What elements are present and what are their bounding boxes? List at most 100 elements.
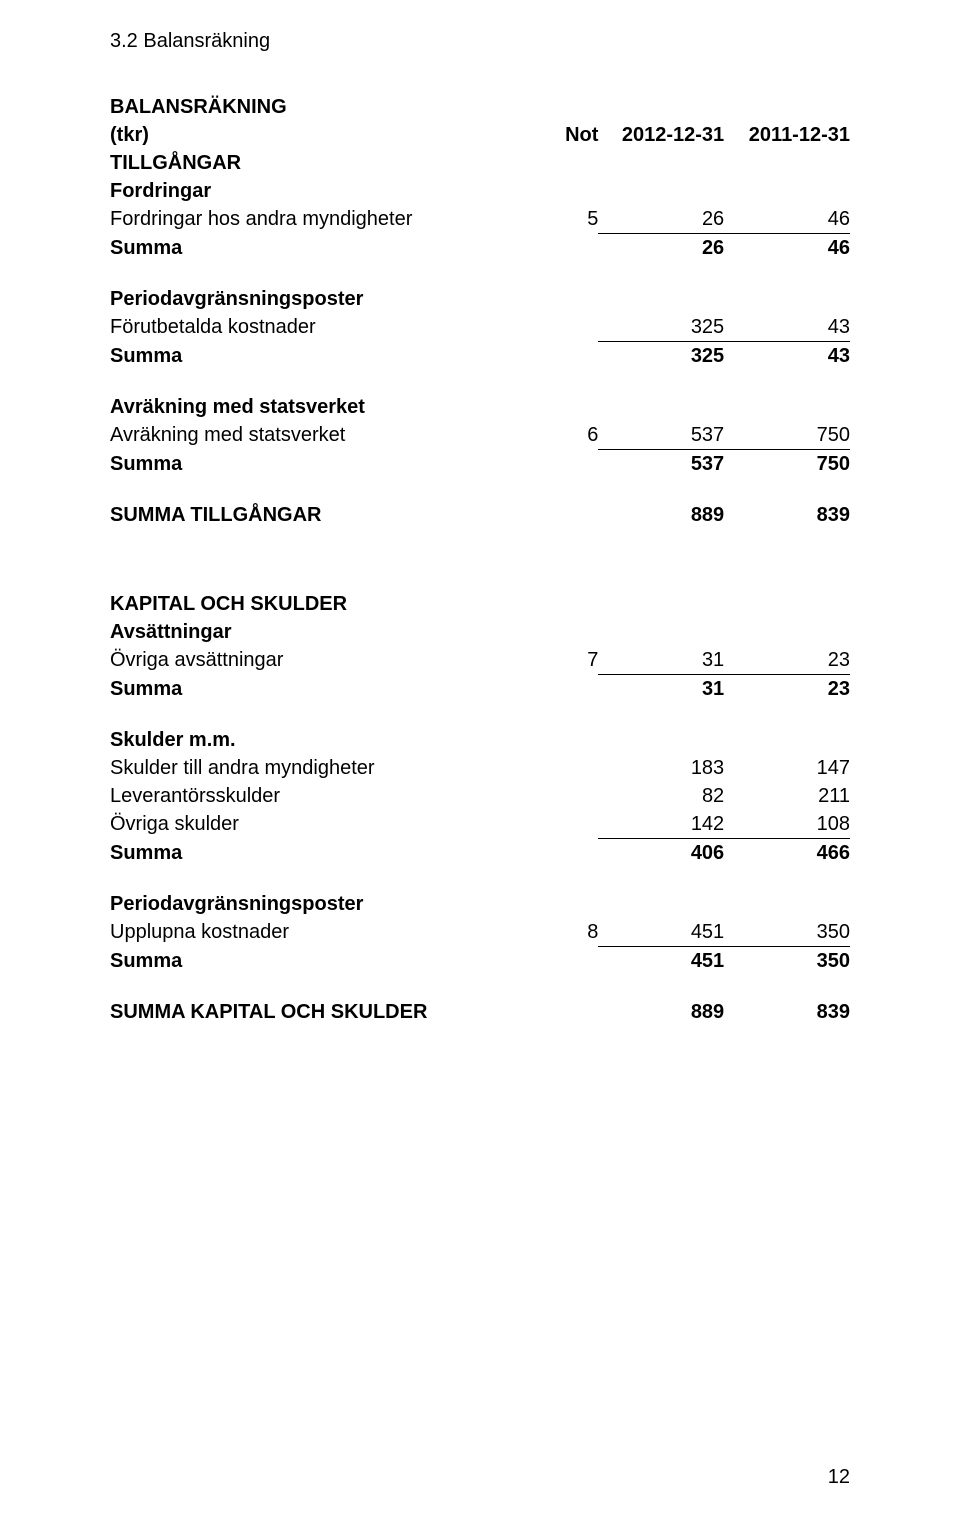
table-row: Fordringar hos andra myndigheter 5 26 46 [110,205,850,234]
row-c1: 325 [598,313,724,342]
group-title-row: TILLGÅNGAR [110,149,850,177]
row-not [547,754,599,782]
heading-main: BALANSRÄKNING [110,93,547,121]
group-title: KAPITAL OCH SKULDER [110,590,547,618]
row-label: Övriga skulder [110,810,547,839]
section-title-row: Skulder m.m. [110,726,850,754]
total-c1: 889 [598,998,724,1026]
spacer [110,975,850,998]
row-label: Avräkning med statsverket [110,421,547,450]
row-c2: 23 [724,646,850,675]
spacer [110,529,850,590]
group-title-row: KAPITAL OCH SKULDER [110,590,850,618]
sum-c1: 537 [598,450,724,479]
table-row: Leverantörsskulder 82 211 [110,782,850,810]
spacer [110,703,850,726]
sum-row: Summa 26 46 [110,234,850,263]
row-c1: 142 [598,810,724,839]
header-row: BALANSRÄKNING [110,93,850,121]
row-not [547,782,599,810]
row-c2: 147 [724,754,850,782]
total-c2: 839 [724,501,850,529]
total-label: SUMMA KAPITAL OCH SKULDER [110,998,547,1026]
row-c2: 43 [724,313,850,342]
row-label: Övriga avsättningar [110,646,547,675]
table-row: Skulder till andra myndigheter 183 147 [110,754,850,782]
section-title-row: Avräkning med statsverket [110,393,850,421]
group-total-row: SUMMA KAPITAL OCH SKULDER 889 839 [110,998,850,1026]
sum-label: Summa [110,342,547,371]
sum-label: Summa [110,675,547,704]
sum-label: Summa [110,450,547,479]
sum-row: Summa 406 466 [110,839,850,868]
sum-label: Summa [110,234,547,263]
table-row: Avräkning med statsverket 6 537 750 [110,421,850,450]
section-title-cell: Periodavgränsningsposter [110,890,547,918]
table-row: Övriga skulder 142 108 [110,810,850,839]
row-c1: 82 [598,782,724,810]
empty-cell [724,93,850,121]
balance-table: BALANSRÄKNING (tkr) Not 2012-12-31 2011-… [110,93,850,1026]
group-total-row: SUMMA TILLGÅNGAR 889 839 [110,501,850,529]
sum-c2: 23 [724,675,850,704]
row-not [547,810,599,839]
row-not: 8 [547,918,599,947]
row-c1: 451 [598,918,724,947]
row-c1: 537 [598,421,724,450]
spacer [110,478,850,501]
sum-c2: 750 [724,450,850,479]
section-title-row: Periodavgränsningsposter [110,285,850,313]
section-title-cell: Avräkning med statsverket [110,393,547,421]
row-not: 6 [547,421,599,450]
row-not: 5 [547,205,599,234]
total-c1: 889 [598,501,724,529]
section-title: 3.2 Balansräkning [110,30,850,53]
sum-c2: 350 [724,947,850,976]
row-c2: 211 [724,782,850,810]
row-label: Upplupna kostnader [110,918,547,947]
sum-c1: 26 [598,234,724,263]
sum-c1: 406 [598,839,724,868]
row-c1: 26 [598,205,724,234]
page: 3.2 Balansräkning BALANSRÄKNING (tkr) No… [0,0,960,1519]
section-title-cell: Periodavgränsningsposter [110,285,547,313]
table-row: Upplupna kostnader 8 451 350 [110,918,850,947]
row-c1: 183 [598,754,724,782]
row-c2: 350 [724,918,850,947]
sum-c2: 43 [724,342,850,371]
empty-cell [547,93,599,121]
sum-row: Summa 537 750 [110,450,850,479]
sum-label: Summa [110,839,547,868]
row-not [547,313,599,342]
sum-row: Summa 325 43 [110,342,850,371]
sum-c1: 31 [598,675,724,704]
sum-c2: 46 [724,234,850,263]
header-sub-row: (tkr) Not 2012-12-31 2011-12-31 [110,121,850,149]
group-title: TILLGÅNGAR [110,149,547,177]
section-title-cell: Skulder m.m. [110,726,547,754]
sum-c1: 451 [598,947,724,976]
sum-label: Summa [110,947,547,976]
row-label: Leverantörsskulder [110,782,547,810]
row-c2: 46 [724,205,850,234]
total-c2: 839 [724,998,850,1026]
spacer [110,262,850,285]
row-c2: 108 [724,810,850,839]
section-title-row: Fordringar [110,177,850,205]
empty-cell [598,93,724,121]
heading-sub: (tkr) [110,121,547,149]
sum-row: Summa 451 350 [110,947,850,976]
sum-c1: 325 [598,342,724,371]
col-header-not: Not [547,121,599,149]
table-row: Förutbetalda kostnader 325 43 [110,313,850,342]
spacer [110,370,850,393]
row-label: Skulder till andra myndigheter [110,754,547,782]
page-number: 12 [828,1466,850,1489]
row-c2: 750 [724,421,850,450]
row-c1: 31 [598,646,724,675]
row-label: Förutbetalda kostnader [110,313,547,342]
sum-c2: 466 [724,839,850,868]
section-title-cell: Fordringar [110,177,547,205]
section-title-row: Periodavgränsningsposter [110,890,850,918]
col-header-c1: 2012-12-31 [598,121,724,149]
